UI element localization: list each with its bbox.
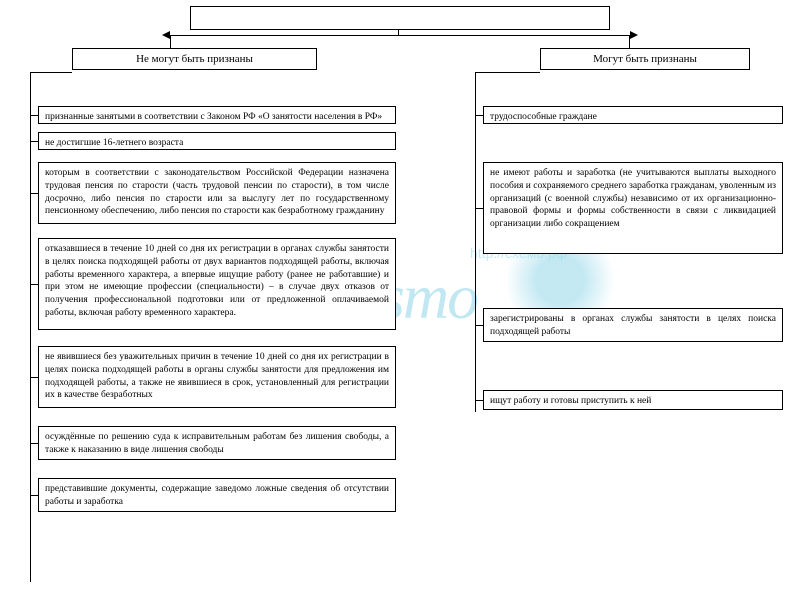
- left-header: Не могут быть признаны: [72, 48, 317, 70]
- connector: [30, 284, 38, 285]
- left-item-6-text: представившие документы, содержащие заве…: [45, 484, 389, 507]
- arrow-right-icon: [630, 31, 638, 39]
- left-item-2: которым в соответствии с законодательств…: [38, 162, 396, 224]
- connector: [30, 72, 72, 73]
- left-item-2-text: которым в соответствии с законодательств…: [45, 168, 389, 216]
- left-item-4-text: не явившиеся без уважительных причин в т…: [45, 352, 389, 400]
- left-item-3: отказавшиеся в течение 10 дней со дня их…: [38, 238, 396, 330]
- left-item-5: осуждённые по решению суда к исправитель…: [38, 426, 396, 460]
- right-item-2-text: зарегистрированы в органах службы занято…: [490, 314, 776, 337]
- connector: [30, 193, 38, 194]
- left-item-4: не явившиеся без уважительных причин в т…: [38, 346, 396, 408]
- left-header-label: Не могут быть признаны: [136, 53, 253, 65]
- connector: [30, 115, 38, 116]
- left-item-1-text: не достигшие 16-летнего возраста: [45, 138, 183, 148]
- right-item-0-text: трудоспособные граждане: [490, 112, 597, 122]
- connector: [30, 377, 38, 378]
- connector: [170, 35, 630, 36]
- connector: [475, 115, 483, 116]
- right-header: Могут быть признаны: [540, 48, 750, 70]
- connector: [475, 400, 483, 401]
- left-item-1: не достигшие 16-летнего возраста: [38, 132, 396, 150]
- arrow-left-icon: [162, 31, 170, 39]
- connector: [30, 495, 38, 496]
- left-item-0-text: признанные занятыми в соответствии с Зак…: [45, 112, 382, 122]
- connector: [475, 208, 483, 209]
- right-item-3-text: ищут работу и готовы приступить к ней: [490, 396, 651, 406]
- right-header-label: Могут быть признаны: [593, 53, 697, 65]
- right-item-1-text: не имеют работы и заработка (не учитываю…: [490, 168, 776, 229]
- connector: [629, 35, 630, 48]
- right-item-2: зарегистрированы в органах службы занято…: [483, 308, 783, 342]
- right-item-3: ищут работу и готовы приступить к ней: [483, 390, 783, 410]
- connector: [30, 72, 31, 582]
- connector: [30, 443, 38, 444]
- right-item-1: не имеют работы и заработка (не учитываю…: [483, 162, 783, 254]
- left-item-5-text: осуждённые по решению суда к исправитель…: [45, 432, 389, 455]
- left-item-6: представившие документы, содержащие заве…: [38, 478, 396, 512]
- root-node: [190, 6, 610, 30]
- right-item-0: трудоспособные граждане: [483, 106, 783, 124]
- connector: [475, 72, 476, 412]
- connector: [30, 141, 38, 142]
- connector: [170, 35, 171, 48]
- left-item-0: признанные занятыми в соответствии с Зак…: [38, 106, 396, 124]
- connector: [475, 325, 483, 326]
- connector: [475, 72, 540, 73]
- left-item-3-text: отказавшиеся в течение 10 дней со дня их…: [45, 244, 389, 318]
